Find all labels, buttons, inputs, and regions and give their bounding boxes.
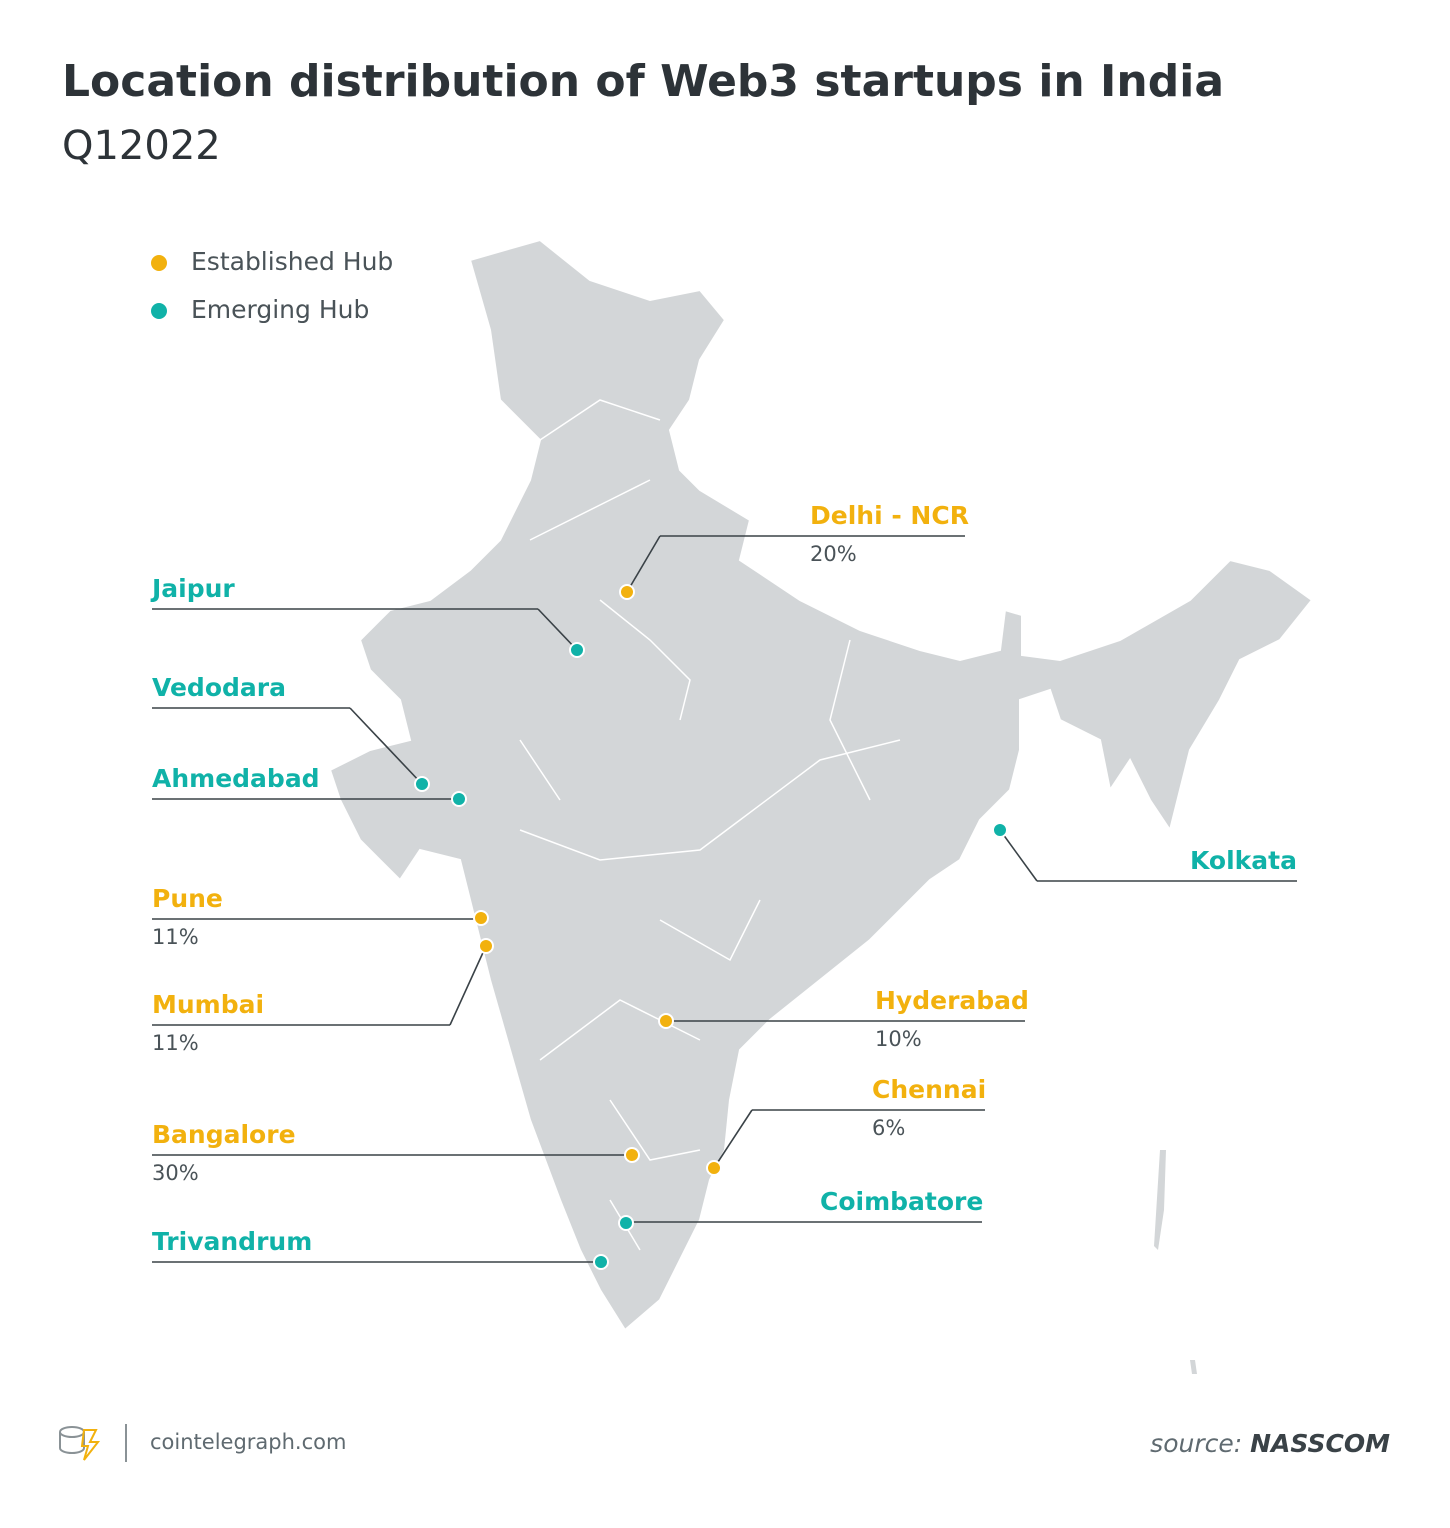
city-dot: [569, 642, 585, 658]
city-dot: [478, 938, 494, 954]
connector: [349, 707, 423, 785]
city-name: Delhi - NCR: [810, 501, 969, 530]
city-dot: [658, 1013, 674, 1029]
andaman-islands: [1154, 1150, 1197, 1374]
city-name: Pune: [152, 884, 223, 913]
city-share: 11%: [152, 1031, 199, 1055]
city-share: 6%: [872, 1116, 905, 1140]
city-dot: [619, 584, 635, 600]
city-dot: [618, 1215, 634, 1231]
city-dot: [451, 791, 467, 807]
city-dot: [593, 1254, 609, 1270]
legend-label: Emerging Hub: [191, 295, 369, 324]
logo: [59, 1424, 127, 1462]
connector: [449, 945, 487, 1026]
city-name: Trivandrum: [152, 1227, 312, 1256]
site: cointelegraph.com: [150, 1430, 346, 1454]
city-name: Hyderabad: [875, 986, 1029, 1015]
subtitle: Q12022: [62, 123, 221, 169]
india-outline: [328, 238, 1314, 1332]
connector: [713, 1109, 753, 1169]
source: source: NASSCOM: [1150, 1429, 1390, 1458]
city-name: Chennai: [872, 1075, 986, 1104]
city-dot: [706, 1160, 722, 1176]
city-name: Mumbai: [152, 990, 264, 1019]
connector: [626, 535, 661, 593]
city-name: Ahmedabad: [152, 764, 320, 793]
city-share: 20%: [810, 542, 857, 566]
title: Location distribution of Web3 startups i…: [62, 56, 1224, 107]
footer: cointelegraph.com source: NASSCOM: [59, 1424, 1390, 1462]
legend-label: Established Hub: [191, 247, 393, 276]
city-dot: [992, 822, 1008, 838]
city-name: Coimbatore: [820, 1187, 983, 1216]
city-share: 30%: [152, 1161, 199, 1185]
city-dot: [414, 776, 430, 792]
legend-dot: [151, 303, 167, 319]
city-name: Bangalore: [152, 1120, 296, 1149]
city-markers: Delhi - NCR 20% Jaipur Vedodara Ahmedabad Pun…: [150, 501, 1297, 1270]
city-name: Kolkata: [1190, 846, 1297, 875]
legend-dot: [151, 255, 167, 271]
connector: [537, 608, 578, 651]
source-label: source:: [1150, 1429, 1242, 1458]
city-name: Jaipur: [150, 574, 235, 603]
connector: [999, 829, 1038, 882]
city-name: Vedodara: [152, 673, 286, 702]
city-dot: [473, 910, 489, 926]
city-dot: [624, 1147, 640, 1163]
city-share: 10%: [875, 1027, 922, 1051]
city-share: 11%: [152, 925, 199, 949]
source-name: NASSCOM: [1250, 1429, 1390, 1458]
legend: Established Hub Emerging Hub: [151, 247, 393, 324]
